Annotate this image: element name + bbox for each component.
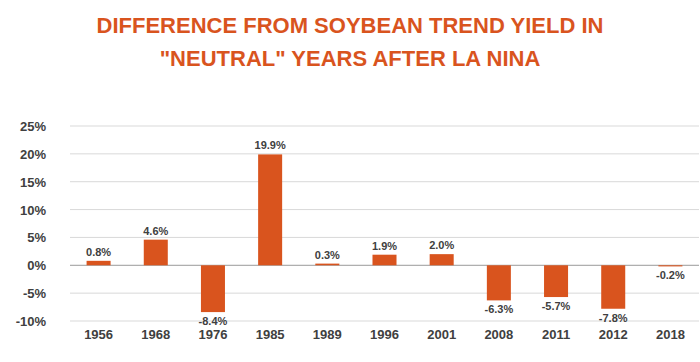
bar bbox=[315, 264, 339, 266]
x-tick-label: 2011 bbox=[542, 327, 570, 342]
x-tick-label: 2001 bbox=[427, 327, 456, 342]
grid-line bbox=[70, 237, 699, 238]
x-tick-label: 1956 bbox=[84, 327, 113, 342]
x-tick-label: 1976 bbox=[198, 327, 227, 342]
data-label: -0.2% bbox=[656, 269, 685, 281]
y-tick-label: 15% bbox=[20, 175, 46, 190]
data-label: 19.9% bbox=[255, 139, 286, 151]
grid-line bbox=[70, 126, 699, 127]
title-line: "NEUTRAL" YEARS AFTER LA NINA bbox=[160, 46, 541, 71]
y-tick-label: 25% bbox=[20, 119, 46, 134]
bar bbox=[430, 254, 454, 265]
title: DIFFERENCE FROM SOYBEAN TREND YIELD IN "N… bbox=[97, 13, 604, 71]
bar bbox=[87, 261, 111, 265]
bar bbox=[487, 265, 511, 300]
x-tick-label: 1968 bbox=[141, 327, 170, 342]
data-label: 2.0% bbox=[429, 239, 454, 251]
data-label: -5.7% bbox=[542, 300, 571, 312]
chart: DIFFERENCE FROM SOYBEAN TREND YIELD IN "N… bbox=[0, 0, 700, 362]
data-label: -8.4% bbox=[199, 315, 228, 327]
bars bbox=[87, 154, 683, 312]
y-tick-label: 20% bbox=[20, 147, 46, 162]
data-label: 4.6% bbox=[143, 225, 168, 237]
y-tick-label: 0% bbox=[27, 258, 46, 273]
x-tick-label: 2008 bbox=[484, 327, 513, 342]
bar bbox=[144, 240, 168, 266]
grid-line bbox=[70, 181, 699, 182]
bar bbox=[544, 265, 568, 297]
y-tick-label: -10% bbox=[16, 314, 47, 329]
bar bbox=[601, 265, 625, 308]
y-tick-label: -5% bbox=[23, 286, 47, 301]
x-tick-label: 1996 bbox=[370, 327, 399, 342]
data-label: -7.8% bbox=[599, 312, 628, 324]
data-label: 0.3% bbox=[315, 249, 340, 261]
data-label: 0.8% bbox=[86, 246, 111, 258]
x-tick-label: 2012 bbox=[599, 327, 628, 342]
data-label: -6.3% bbox=[484, 303, 513, 315]
x-tick-label: 1989 bbox=[313, 327, 342, 342]
x-tick-label: 2018 bbox=[656, 327, 685, 342]
grid-line bbox=[70, 209, 699, 210]
grid-line bbox=[70, 153, 699, 154]
bar bbox=[658, 265, 682, 266]
bar bbox=[372, 255, 396, 266]
y-tick-label: 10% bbox=[20, 203, 46, 218]
x-tick-label: 1985 bbox=[256, 327, 285, 342]
data-label: 1.9% bbox=[372, 240, 397, 252]
title-line: DIFFERENCE FROM SOYBEAN TREND YIELD IN bbox=[97, 13, 604, 38]
bar bbox=[201, 265, 225, 312]
bar bbox=[258, 154, 282, 265]
y-tick-label: 5% bbox=[27, 230, 46, 245]
